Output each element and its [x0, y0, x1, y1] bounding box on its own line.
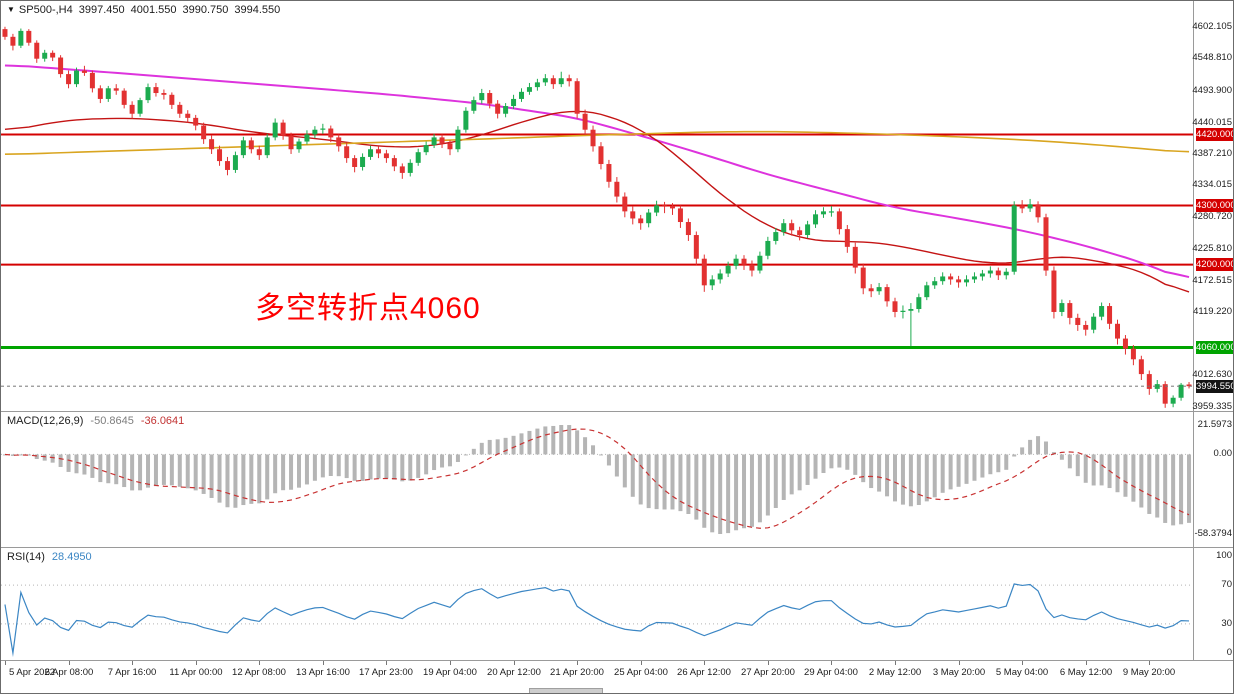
- price-chart-canvas[interactable]: [1, 1, 1193, 411]
- time-tick: [69, 661, 70, 665]
- time-axis-label: 25 Apr 04:00: [614, 667, 668, 678]
- time-axis-label: 5 May 04:00: [995, 667, 1049, 678]
- time-tick: [1086, 661, 1087, 665]
- time-tick: [704, 661, 705, 665]
- h-scrollbar-thumb[interactable]: [529, 688, 603, 693]
- macd-signal-value: -36.0641: [140, 415, 185, 427]
- time-tick: [895, 661, 896, 665]
- time-tick: [768, 661, 769, 665]
- time-tick: [386, 661, 387, 665]
- macd-main-value: -50.8645: [90, 415, 134, 427]
- level-badge-4060: 4060.000: [1196, 340, 1234, 354]
- rsi-axis-label: 30: [1221, 617, 1232, 629]
- main-chart-panel: ▼ SP500-,H4 3997.450 4001.550 3990.750 3994.5…: [1, 1, 1193, 411]
- price-axis-label: 4225.810: [1192, 243, 1232, 255]
- time-axis-label: 12 Apr 08:00: [232, 667, 286, 678]
- price-axis-label: 4280.720: [1192, 210, 1232, 222]
- price-axis-label: 4440.015: [1192, 116, 1232, 128]
- macd-axis-label: 0.00: [1213, 448, 1233, 460]
- chart-annotation: 多空转折点4060: [255, 292, 481, 325]
- time-axis-label: 6 May 12:00: [1059, 667, 1113, 678]
- panel-separator: [1, 411, 1233, 412]
- time-tick: [641, 661, 642, 665]
- time-tick: [132, 661, 133, 665]
- time-axis-label: 13 Apr 16:00: [296, 667, 350, 678]
- time-tick: [450, 661, 451, 665]
- time-axis-label: 29 Apr 04:00: [804, 667, 858, 678]
- time-tick: [514, 661, 515, 665]
- rsi-label: RSI(14): [7, 551, 45, 563]
- level-badge-4300: 4300.000: [1196, 198, 1234, 212]
- time-tick: [1022, 661, 1023, 665]
- price-axis-label: 4119.220: [1193, 306, 1232, 318]
- symbol-info: ▼ SP500-,H4 3997.450 4001.550 3990.750 3994.5…: [7, 4, 280, 16]
- macd-info: MACD(12,26,9) -50.8645 -36.0641: [7, 415, 184, 427]
- time-tick: [1149, 661, 1150, 665]
- price-axis-label: 4602.105: [1192, 20, 1232, 32]
- open-value: 3997.450: [78, 4, 125, 16]
- panel-separator: [1, 660, 1233, 661]
- panel-separator: [1, 547, 1233, 548]
- time-axis-label: 7 Apr 16:00: [107, 667, 157, 678]
- level-badge-4200: 4200.000: [1196, 258, 1234, 272]
- current-price-badge: 3994.550: [1196, 379, 1234, 393]
- price-axis-label: 4172.515: [1192, 274, 1232, 286]
- time-tick: [5, 661, 6, 665]
- rsi-info: RSI(14) 28.4950: [7, 551, 92, 563]
- rsi-canvas[interactable]: [1, 548, 1193, 660]
- time-tick: [323, 661, 324, 665]
- macd-canvas[interactable]: [1, 412, 1193, 547]
- time-axis-label: 21 Apr 20:00: [550, 667, 604, 678]
- time-axis-label: 6 Apr 08:00: [44, 667, 94, 678]
- time-tick: [831, 661, 832, 665]
- macd-label: MACD(12,26,9): [7, 415, 84, 427]
- time-tick: [259, 661, 260, 665]
- symbol-timeframe-label: SP500-,H4: [18, 4, 73, 16]
- price-axis-label: 3959.335: [1192, 401, 1232, 413]
- time-axis-label: 11 Apr 00:00: [169, 667, 223, 678]
- time-axis-label: 27 Apr 20:00: [741, 667, 795, 678]
- price-axis-label: 4387.210: [1192, 147, 1232, 159]
- time-axis-label: 2 May 12:00: [868, 667, 922, 678]
- macd-axis-label: -58.3794: [1194, 528, 1232, 539]
- price-axis-label: 4548.810: [1192, 52, 1232, 64]
- time-tick: [577, 661, 578, 665]
- time-tick: [196, 661, 197, 665]
- time-axis-label: 26 Apr 12:00: [677, 667, 731, 678]
- time-axis-label: 17 Apr 23:00: [359, 667, 413, 678]
- time-axis-label: 3 May 20:00: [932, 667, 986, 678]
- price-axis[interactable]: 4602.105 4548.810 4493.900 4440.015 4387.210…: [1192, 1, 1234, 661]
- price-axis-label: 4493.900: [1192, 84, 1232, 96]
- time-tick: [959, 661, 960, 665]
- time-axis-label: 19 Apr 04:00: [423, 667, 477, 678]
- level-badge-4420: 4420.000: [1196, 127, 1234, 141]
- time-axis-label: 20 Apr 12:00: [487, 667, 541, 678]
- time-axis[interactable]: 5 Apr 2022 6 Apr 08:00 7 Apr 16:00 11 Apr 0…: [1, 661, 1233, 693]
- collapse-arrow-icon[interactable]: ▼: [7, 5, 15, 14]
- rsi-panel: RSI(14) 28.4950: [1, 548, 1193, 660]
- rsi-value: 28.4950: [51, 551, 92, 563]
- low-value: 3990.750: [182, 4, 229, 16]
- time-axis-label: 9 May 20:00: [1122, 667, 1176, 678]
- time-axis-label: 5 Apr 2022: [9, 667, 55, 678]
- macd-panel: MACD(12,26,9) -50.8645 -36.0641: [1, 412, 1193, 547]
- macd-axis-label: 21.5973: [1197, 419, 1232, 430]
- high-value: 4001.550: [130, 4, 177, 16]
- price-axis-label: 4012.630: [1192, 369, 1232, 381]
- price-axis-label: 4334.015: [1192, 179, 1232, 191]
- rsi-axis-label: 100: [1216, 550, 1232, 561]
- rsi-axis-label: 0: [1226, 647, 1232, 658]
- rsi-axis-label: 70: [1221, 579, 1232, 591]
- close-value: 3994.550: [234, 4, 281, 16]
